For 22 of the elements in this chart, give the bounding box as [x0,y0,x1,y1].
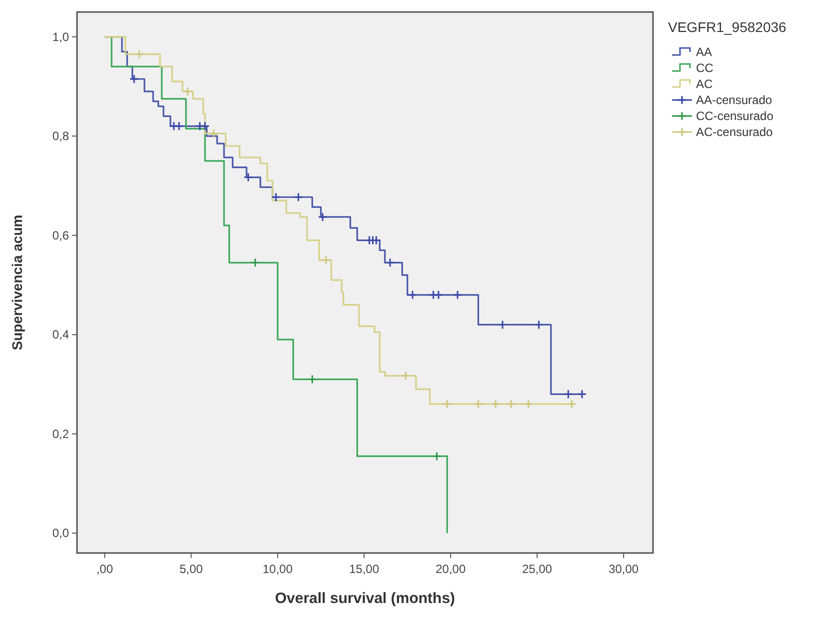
x-tick-label: 15,00 [349,562,380,576]
x-tick-label: ,00 [96,562,114,576]
y-tick-label: 0,6 [52,228,70,242]
y-axis-title: Supervivencia acum [9,214,25,350]
y-tick-label: 0,4 [52,328,70,342]
legend-label: CC-censurado [696,109,774,123]
x-axis-title: Overall survival (months) [274,590,456,607]
y-tick-label: 0,0 [52,526,70,540]
y-tick-label: 0,2 [52,426,70,441]
x-tick-label: 25,00 [522,562,552,576]
x-tick-label: 10,00 [262,562,293,576]
legend-label: AA [696,45,712,59]
legend-title: VEGFR1_9582036 [668,19,787,35]
x-tick-label: 30,00 [608,562,639,576]
y-tick-label: 0,8 [52,129,70,144]
x-tick-label: 5,00 [179,562,204,576]
legend-label: CC [696,61,714,75]
legend-label: AC [696,77,714,91]
x-tick-label: 20,00 [436,562,466,576]
legend-label: AC-censurado [696,125,774,139]
y-tick-label: 1,0 [52,30,70,44]
legend-label: AA-censurado [696,93,772,107]
